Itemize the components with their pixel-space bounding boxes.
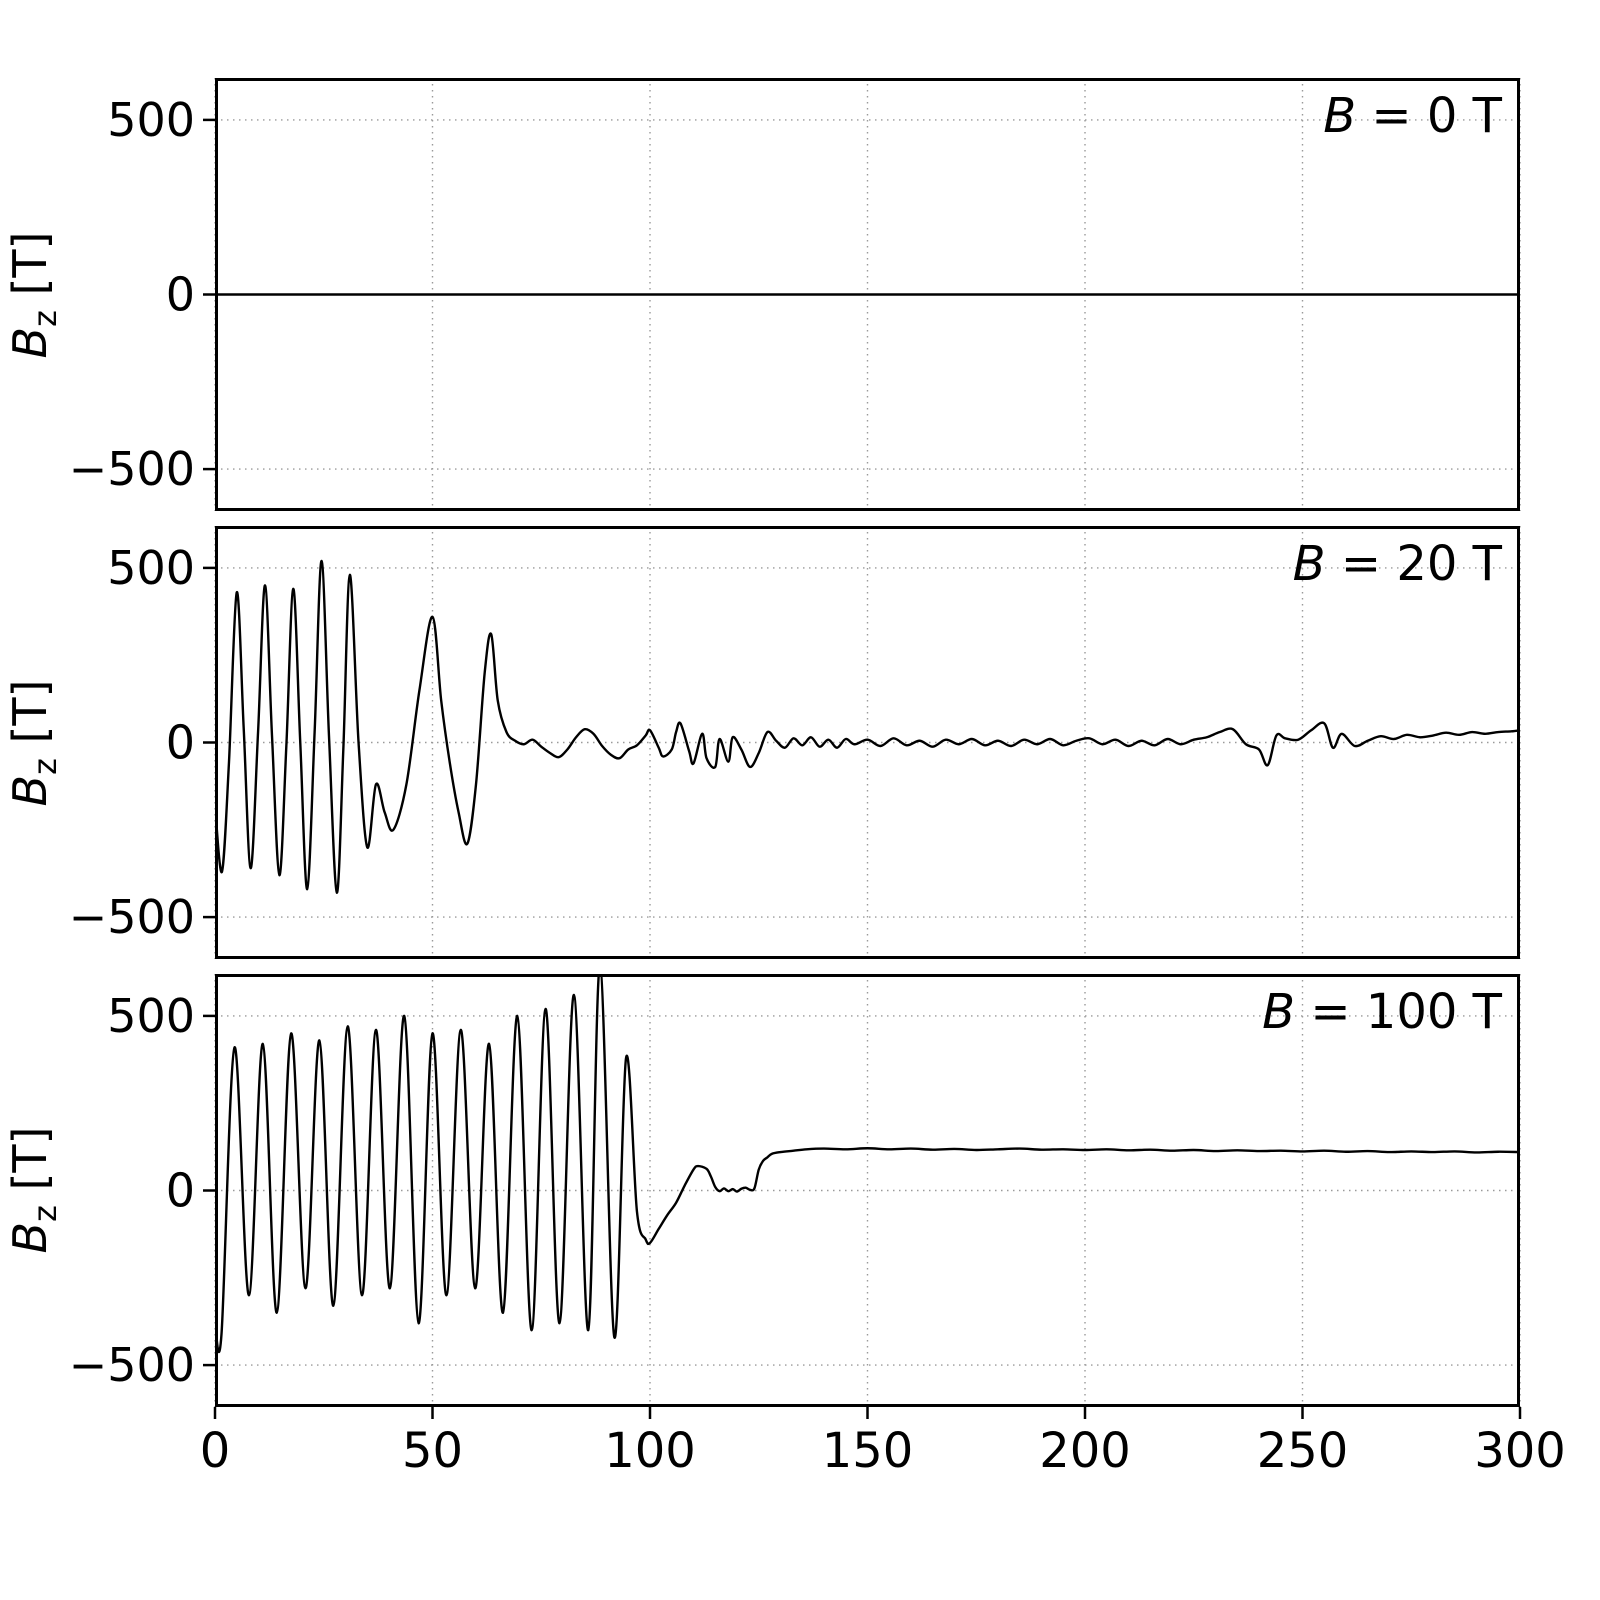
axes-border bbox=[215, 78, 1520, 511]
ylabel-symbol: B bbox=[2, 326, 57, 358]
y-tick-label: 0 bbox=[166, 268, 195, 322]
axes-border bbox=[215, 526, 1520, 959]
annotation-variable: B bbox=[1292, 536, 1326, 592]
ylabel-subscript: z bbox=[26, 309, 65, 327]
ylabel-symbol: B bbox=[2, 1221, 57, 1254]
panel-annotation-b100: B = 100 T bbox=[1262, 986, 1502, 1039]
annotation-variable: B bbox=[1262, 984, 1296, 1040]
y-axis-label: Bz [T] bbox=[3, 679, 65, 806]
axes-border bbox=[215, 974, 1520, 1407]
y-tick-label: 500 bbox=[107, 93, 195, 147]
ylabel-unit: [T] bbox=[2, 1126, 57, 1206]
x-tick-label: 0 bbox=[200, 1423, 231, 1479]
panel-annotation-b20: B = 20 T bbox=[1293, 538, 1502, 591]
y-tick-label: 500 bbox=[107, 541, 195, 595]
subplot-b100: Bz [T] 500 0 −500 0 50 100 150 200 250 300 B = 10… bbox=[0, 974, 1600, 1484]
plot-area-b0: 500 0 −500 bbox=[69, 78, 1521, 511]
subplot-b0: Bz [T] 500 0 −500 B = 0 T bbox=[0, 78, 1600, 511]
annotation-value: = 100 T bbox=[1295, 984, 1502, 1040]
subplot-b20: Bz [T] 500 0 −500 B = 20 T bbox=[0, 526, 1600, 959]
ylabel-unit: [T] bbox=[2, 231, 57, 310]
y-tick-label: 500 bbox=[107, 989, 195, 1043]
ylabel-symbol: B bbox=[2, 774, 57, 806]
annotation-value: = 0 T bbox=[1356, 88, 1502, 144]
x-tick-label: 150 bbox=[822, 1423, 914, 1479]
panel-annotation-b0: B = 0 T bbox=[1323, 90, 1502, 143]
plot-area-b20: 500 0 −500 bbox=[69, 526, 1521, 959]
x-tick-label: 300 bbox=[1474, 1423, 1566, 1479]
series-line bbox=[215, 974, 1520, 1354]
y-axis-label: Bz [T] bbox=[3, 1127, 65, 1254]
annotation-variable: B bbox=[1323, 88, 1357, 144]
ylabel-unit: [T] bbox=[2, 679, 57, 758]
x-tick-label: 50 bbox=[402, 1423, 463, 1479]
ylabel-subscript: z bbox=[26, 1205, 65, 1222]
y-axis-label: Bz [T] bbox=[3, 231, 65, 358]
x-tick-label: 200 bbox=[1039, 1423, 1131, 1479]
x-tick-label: 100 bbox=[604, 1423, 696, 1479]
x-tick-label: 250 bbox=[1257, 1423, 1349, 1479]
ylabel-subscript: z bbox=[26, 757, 65, 775]
annotation-value: = 20 T bbox=[1325, 536, 1502, 592]
y-tick-label: −500 bbox=[69, 890, 195, 944]
y-tick-label: 0 bbox=[166, 1164, 195, 1218]
y-tick-label: 0 bbox=[166, 716, 195, 770]
y-tick-label: −500 bbox=[69, 442, 195, 496]
series-line bbox=[215, 559, 1520, 894]
y-tick-label: −500 bbox=[69, 1338, 195, 1392]
